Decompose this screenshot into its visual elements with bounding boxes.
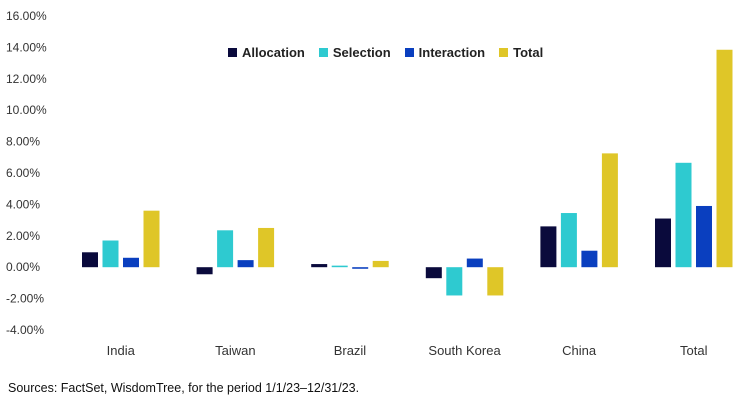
bar-selection-india [102,240,119,268]
chart-legend: Allocation Selection Interaction Total [228,45,543,60]
legend-item-total: Total [499,45,543,60]
y-tick-label: -2.00% [6,292,44,306]
bar-total-china [601,153,618,268]
y-tick-label: 8.00% [6,135,40,149]
bar-interaction-china [581,250,598,268]
y-tick-label: 6.00% [6,166,40,180]
x-tick-label: South Korea [428,343,501,358]
y-tick-label: 16.00% [6,9,47,23]
bar-interaction-brazil [352,267,369,269]
y-tick-label: 0.00% [6,260,40,274]
bar-allocation-china [540,226,557,268]
bar-interaction-total [696,205,712,268]
y-tick-label: 14.00% [6,40,47,54]
legend-swatch-selection [318,48,328,57]
bar-selection-brazil [331,265,348,268]
bar-allocation-brazil [311,264,328,268]
bar-allocation-south-korea [425,267,442,279]
legend-item-interaction: Interaction [404,45,486,60]
legend-swatch-allocation [228,48,237,57]
y-tick-label: 10.00% [6,103,47,117]
legend-label-selection: Selection [332,45,391,60]
bar-total-south-korea [487,267,504,296]
bar-selection-taiwan [217,230,234,268]
bar-interaction-south-korea [466,258,483,268]
bar-selection-south-korea [446,267,463,296]
source-note: Sources: FactSet, WisdomTree, for the pe… [8,381,360,395]
x-tick-label: Taiwan [215,343,255,358]
bar-interaction-taiwan [237,260,254,268]
legend-item-allocation: Allocation [228,45,305,60]
bar-interaction-india [123,257,139,268]
bar-selection-total [675,162,692,268]
legend-item-selection: Selection [318,45,391,60]
x-tick-label: Total [680,343,708,358]
legend-swatch-total [499,48,509,57]
bar-allocation-total [655,218,671,268]
legend-label-allocation: Allocation [242,45,305,60]
legend-label-total: Total [513,45,544,60]
bar-total-india [143,210,160,268]
bar-selection-china [560,213,577,268]
y-tick-label: 2.00% [6,229,40,243]
x-tick-label: Brazil [334,343,367,358]
x-tick-label: India [107,343,136,358]
legend-swatch-interaction [404,48,414,57]
y-tick-label: 4.00% [6,197,40,211]
bar-allocation-india [82,252,98,268]
bar-total-brazil [372,260,389,268]
y-tick-label: 12.00% [6,72,47,86]
bar-total-taiwan [258,227,275,268]
legend-label-interaction: Interaction [418,45,486,60]
y-tick-label: -4.00% [6,323,44,337]
bar-allocation-taiwan [196,267,213,275]
x-tick-label: China [562,343,597,358]
bar-total-total [716,49,733,268]
